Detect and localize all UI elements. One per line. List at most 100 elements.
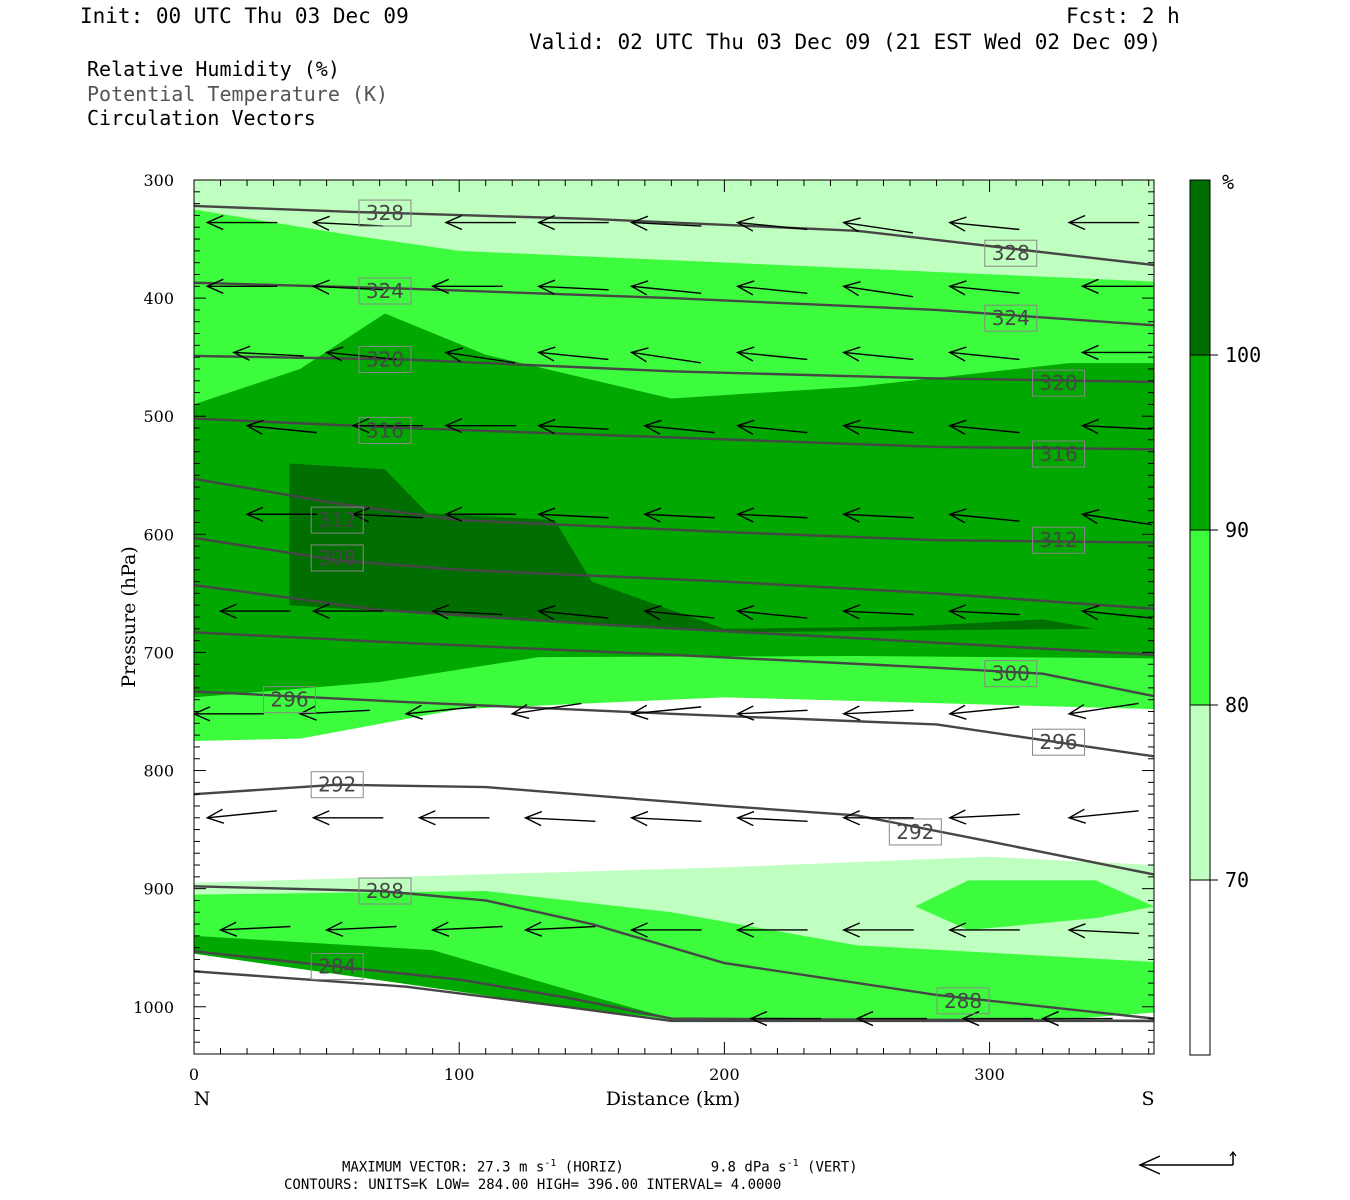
vector-head — [948, 346, 967, 362]
horiz-tag: (HORIZ) — [564, 1159, 624, 1176]
rh-region-80-90-3 — [915, 880, 1154, 930]
vector-head — [430, 921, 450, 937]
colorbar-tick-label: 90 — [1225, 518, 1249, 542]
theta-contour-296 — [194, 690, 1154, 758]
vector-arrow — [417, 810, 490, 826]
vector-head — [537, 346, 556, 362]
vector-head — [841, 810, 861, 826]
vector-shaft — [512, 702, 582, 715]
theta-label-text: 324 — [992, 306, 1030, 330]
vector-arrow — [841, 281, 914, 298]
theta-label-328: 328 — [984, 239, 1038, 267]
vector-head — [948, 922, 967, 938]
theta-label-text: 328 — [366, 201, 404, 225]
theta-label-box — [984, 304, 1038, 332]
vector-shaft — [1082, 513, 1152, 526]
theta-label-text: 320 — [366, 348, 404, 372]
vector-shaft — [949, 351, 1020, 361]
vector-arrow — [311, 810, 384, 826]
theta-label-284: 284 — [310, 953, 364, 981]
vector-arrow — [311, 279, 384, 295]
vector-shaft — [843, 424, 914, 434]
y-tick-label: 400 — [143, 289, 174, 308]
vector-shaft — [949, 285, 1020, 294]
theta-label-text: 312 — [1039, 528, 1077, 552]
theta-label-320: 320 — [358, 346, 412, 374]
vector-arrow — [948, 922, 1020, 938]
vector-arrow — [537, 507, 609, 523]
vector-arrow — [735, 216, 808, 232]
vector-head — [948, 508, 967, 524]
vector-arrow — [629, 280, 702, 296]
y-tick-label: 900 — [143, 880, 174, 899]
theta-contour-300 — [194, 631, 1154, 698]
vector-shaft — [525, 817, 596, 822]
vector-arrow — [298, 705, 371, 721]
vector-shaft — [644, 424, 715, 434]
vector-arrow — [205, 214, 278, 231]
vector-head — [444, 347, 463, 363]
theta-label-box — [1032, 369, 1086, 397]
colorbar-tick-label: 70 — [1225, 868, 1249, 892]
vector-head — [735, 216, 755, 232]
vector-head — [735, 605, 755, 621]
vector-shaft — [538, 424, 609, 430]
vector-arrow — [537, 418, 609, 435]
x-tick-label: 300 — [974, 1065, 1005, 1084]
vector-arrow — [841, 810, 914, 826]
vector-arrow — [841, 346, 914, 362]
vector-arrow — [841, 705, 914, 721]
vector-head — [841, 419, 861, 435]
y-tick-label: 700 — [143, 643, 174, 662]
theta-label-316: 316 — [358, 416, 412, 444]
vector-shaft — [737, 221, 808, 231]
theta-label-box — [1032, 526, 1086, 554]
vector-head — [643, 507, 662, 523]
vector-head — [1080, 509, 1100, 525]
vector-shaft — [949, 813, 1020, 819]
theta-contour-316 — [194, 417, 1154, 451]
theta-contour-292 — [194, 783, 1154, 876]
vector-arrow — [643, 419, 715, 435]
vector-shaft — [644, 513, 715, 519]
reference-vector-icon — [1138, 1151, 1237, 1175]
theta-label-text: 292 — [896, 820, 934, 844]
vector-arrow — [1080, 278, 1153, 294]
theta-label-box — [358, 346, 412, 374]
theta-contour-312 — [194, 477, 1154, 544]
vector-head — [841, 346, 861, 362]
vector-head — [948, 704, 967, 720]
vector-head — [629, 347, 649, 363]
vector-shaft — [1069, 810, 1139, 819]
vector-arrow — [404, 704, 476, 720]
vector-arrow — [324, 346, 397, 362]
theta-label-text: 316 — [1039, 442, 1077, 466]
vector-head — [1040, 1010, 1059, 1027]
vector-head — [735, 705, 755, 721]
vector-shaft — [949, 221, 1020, 231]
theta-label-text: 288 — [366, 879, 404, 903]
vector-arrow — [430, 278, 503, 294]
vector-arrow — [245, 506, 318, 522]
vector-shaft — [432, 610, 503, 616]
vector-head — [537, 605, 556, 621]
vector-shaft — [1082, 610, 1153, 619]
vector-shaft — [644, 610, 715, 619]
x-end-label-north: N — [194, 1088, 211, 1110]
vector-arrow — [735, 605, 808, 621]
theta-label-text: 300 — [992, 662, 1030, 686]
theta-label-text: 312 — [318, 508, 356, 532]
horiz-exponent: -1 — [544, 1158, 557, 1169]
vector-arrow — [735, 419, 808, 435]
vector-head — [311, 215, 330, 231]
vector-shaft — [353, 513, 424, 519]
vector-head — [444, 418, 463, 434]
vector-shaft — [737, 709, 808, 715]
vector-head — [1080, 278, 1099, 294]
colorbar-segment — [1189, 704, 1211, 881]
vector-arrow — [218, 603, 291, 619]
vector-head — [537, 279, 556, 295]
rh-region->100-6 — [289, 463, 1096, 633]
theta-label-box — [310, 771, 364, 799]
theta-label-text: 324 — [366, 279, 404, 303]
